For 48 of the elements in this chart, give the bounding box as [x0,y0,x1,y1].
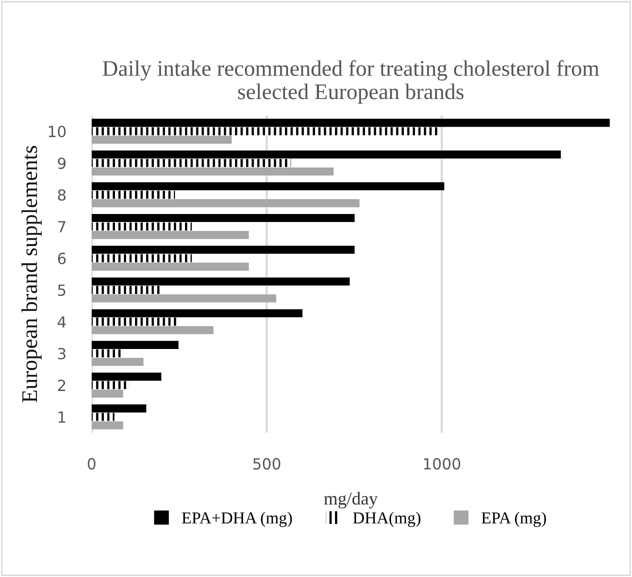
bar [92,381,130,390]
y-tick-label: 1 [58,412,66,423]
x-axis-title: mg/day [324,492,378,508]
y-tick-label: 9 [58,157,66,170]
y-tick-label: 6 [58,252,66,264]
bar [92,118,610,127]
bar [92,340,178,349]
legend-label: EPA (mg) [482,512,546,527]
y-axis-title: European brand supplements [21,146,42,402]
bar [92,277,350,286]
bar [92,230,249,239]
bar [92,326,214,334]
bar [92,262,249,271]
bar [92,390,124,398]
x-tick-label: 1000 [424,458,460,470]
bar [92,182,444,190]
legend-label: EPA+DHA (mg) [182,512,292,527]
bar [92,294,276,302]
y-tick-label: 4 [58,316,66,328]
y-tick-label: 7 [58,221,66,232]
bar [92,254,192,262]
bar [92,214,355,222]
y-tick-label: 2 [58,380,66,391]
bar [92,136,232,144]
bar [92,358,144,366]
bar [92,150,561,159]
bar [92,349,122,358]
bar [92,190,175,199]
chart-title: Daily intake recommended for treating cholesterol from selected European brands [102,60,600,104]
bar [92,421,124,430]
bar [92,412,114,421]
x-tick-label: 0 [88,458,96,470]
y-tick-label: 3 [58,348,66,360]
bar [92,246,355,254]
bar [92,222,192,230]
bar [92,372,162,381]
y-tick-label: 5 [58,284,66,296]
y-tick-label: 10 [48,126,66,138]
y-tick-label: 8 [58,189,66,201]
bar [92,309,302,318]
bar [92,158,291,168]
bar [92,404,146,412]
legend-label: DHA(mg) [353,512,420,527]
bar [92,286,161,294]
bar [92,199,360,208]
x-tick-label: 500 [253,458,280,470]
bar [92,318,177,326]
bar [92,167,334,176]
